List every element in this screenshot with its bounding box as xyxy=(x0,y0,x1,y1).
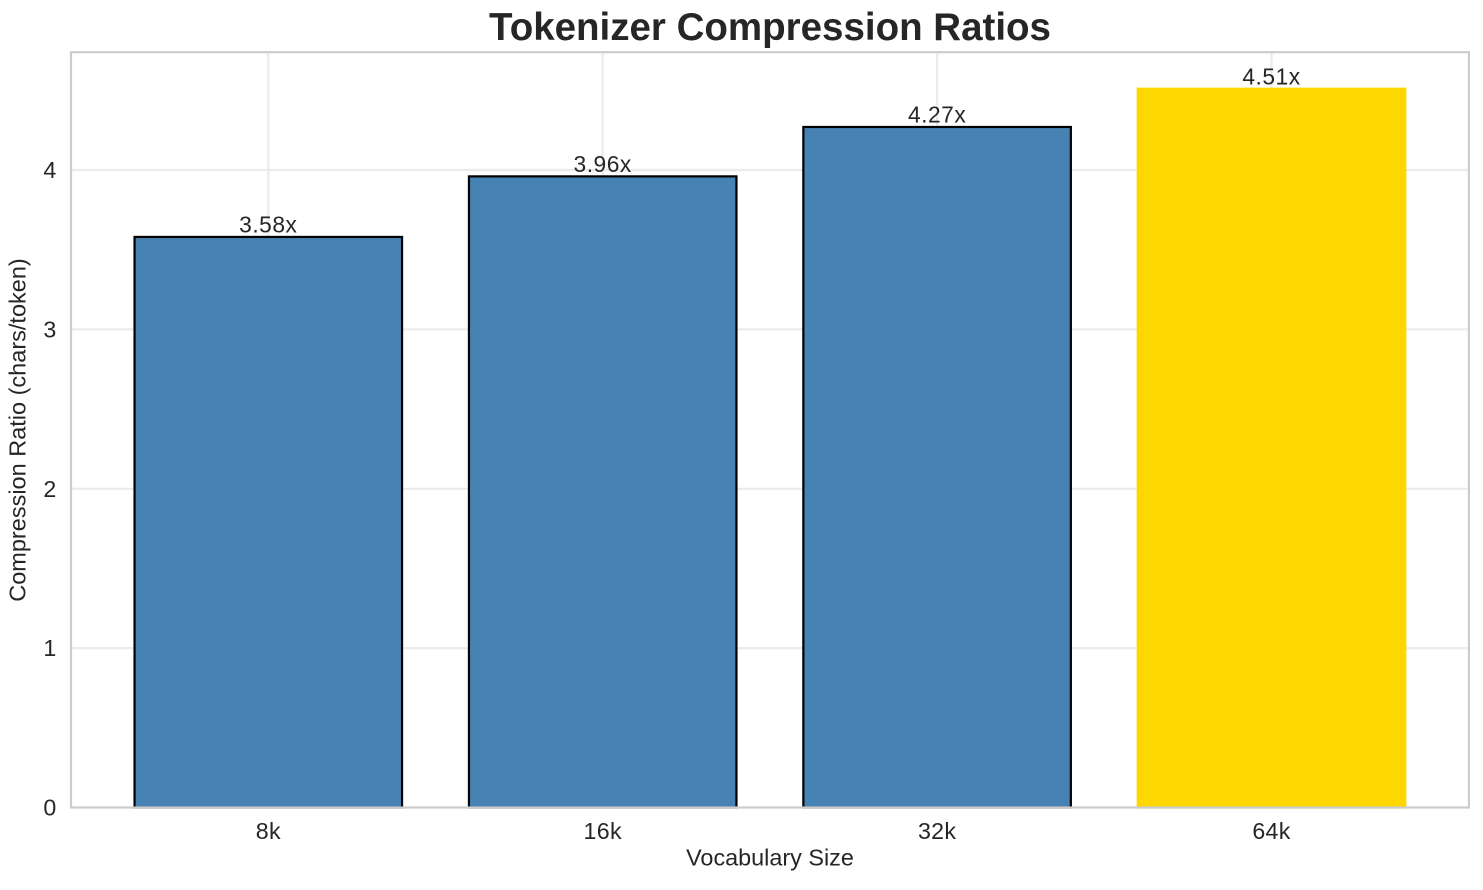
svg-text:Compression Ratio (chars/token: Compression Ratio (chars/token) xyxy=(5,258,31,602)
svg-text:0: 0 xyxy=(43,795,56,821)
svg-text:3.58x: 3.58x xyxy=(239,211,297,237)
svg-text:64k: 64k xyxy=(1252,818,1290,844)
svg-text:1: 1 xyxy=(43,635,56,661)
svg-text:3.96x: 3.96x xyxy=(574,151,632,177)
svg-text:4.51x: 4.51x xyxy=(1242,64,1300,90)
svg-text:2: 2 xyxy=(43,476,56,502)
svg-text:3: 3 xyxy=(43,316,56,342)
svg-text:8k: 8k xyxy=(256,818,281,844)
svg-text:4.27x: 4.27x xyxy=(908,101,966,127)
svg-text:Vocabulary Size: Vocabulary Size xyxy=(686,844,854,870)
svg-text:16k: 16k xyxy=(584,818,622,844)
svg-text:32k: 32k xyxy=(918,818,956,844)
svg-text:Tokenizer Compression Ratios: Tokenizer Compression Ratios xyxy=(489,6,1051,49)
svg-text:4: 4 xyxy=(43,157,56,183)
